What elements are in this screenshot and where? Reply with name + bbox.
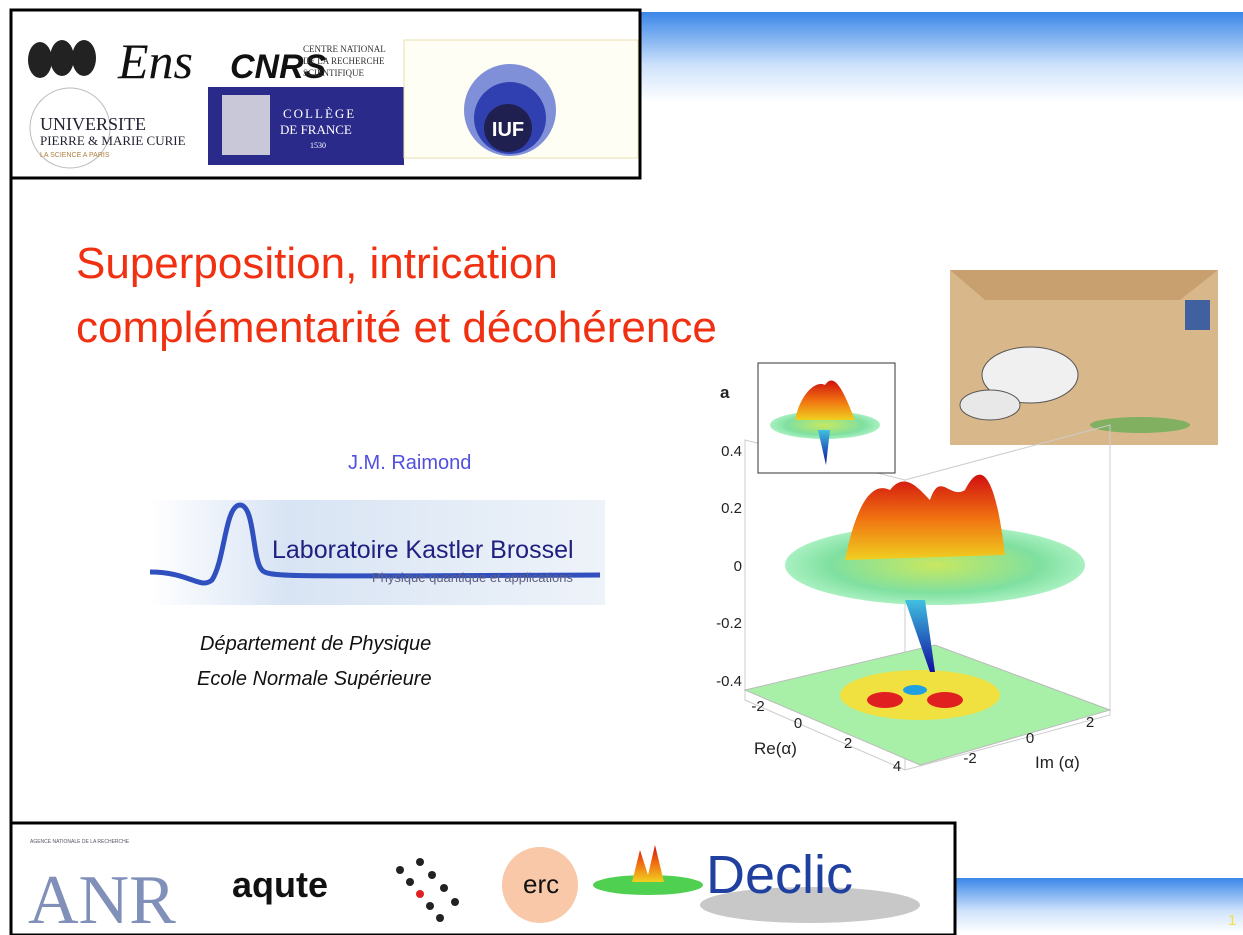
cnrs-name: SCIENTIFIQUE — [303, 68, 364, 78]
im-tick-label: 2 — [1086, 714, 1094, 731]
upmc-name: PIERRE & MARIE CURIE — [40, 133, 186, 148]
panel-label: a — [720, 383, 730, 402]
page-number: 1 — [1228, 912, 1236, 929]
anr-agency: AGENCE NATIONALE DE LA RECHERCHE — [30, 839, 130, 845]
z-tick-label: 0 — [734, 558, 742, 575]
re-tick-label: 2 — [844, 735, 852, 752]
author: J.M. Raimond — [348, 452, 471, 474]
z-tick-label: 0.4 — [721, 443, 742, 460]
im-tick-label: 0 — [1026, 730, 1034, 747]
z-tick-label: 0.2 — [721, 500, 742, 517]
erc-logo: erc — [523, 869, 559, 899]
lab-subtitle: Physique quantique et applications — [372, 570, 573, 585]
upmc-name: UNIVERSITE — [40, 114, 146, 134]
z-tick-label: -0.4 — [716, 673, 742, 690]
college-year: 1530 — [310, 141, 326, 150]
anr-logo: ANR — [28, 862, 176, 935]
declic-logo: Declic — [706, 845, 853, 905]
ens-text: Ens — [117, 33, 193, 89]
re-axis-label: Re(α) — [754, 739, 797, 758]
im-tick-label: -2 — [963, 750, 976, 767]
iuf-text: IUF — [492, 119, 524, 141]
aqute-logo: aqute — [232, 864, 328, 905]
lab-logo: Laboratoire Kastler Brossel Physique qua… — [150, 500, 605, 605]
slide: Ens CNRS CENTRE NATIONAL DE LA RECHERCHE… — [0, 0, 1243, 935]
college-logo: COLLÈGE DE FRANCE 1530 — [208, 87, 404, 165]
affiliation: Ecole Normale Supérieure — [197, 668, 432, 690]
title: complémentarité et décohérence — [76, 303, 717, 352]
bottom-band — [955, 878, 1243, 933]
re-tick-label: 0 — [794, 715, 802, 732]
affiliation: Département de Physique — [200, 633, 431, 655]
cat-illustration — [950, 270, 1218, 445]
top-band — [640, 12, 1243, 102]
upmc-tagline: LA SCIENCE A PARIS — [40, 152, 110, 159]
title: Superposition, intrication — [76, 239, 558, 288]
iuf-logo: IUF — [404, 40, 638, 158]
lab-name: Laboratoire Kastler Brossel — [272, 536, 574, 564]
im-axis-label: Im (α) — [1035, 753, 1080, 772]
re-tick-label: -2 — [751, 698, 764, 715]
cnrs-name: CENTRE NATIONAL — [303, 44, 386, 54]
re-tick-label: 4 — [893, 758, 901, 775]
cnrs-name: DE LA RECHERCHE — [303, 56, 385, 66]
college-name: DE FRANCE — [280, 122, 352, 137]
z-tick-label: -0.2 — [716, 615, 742, 632]
college-name: COLLÈGE — [283, 106, 356, 121]
